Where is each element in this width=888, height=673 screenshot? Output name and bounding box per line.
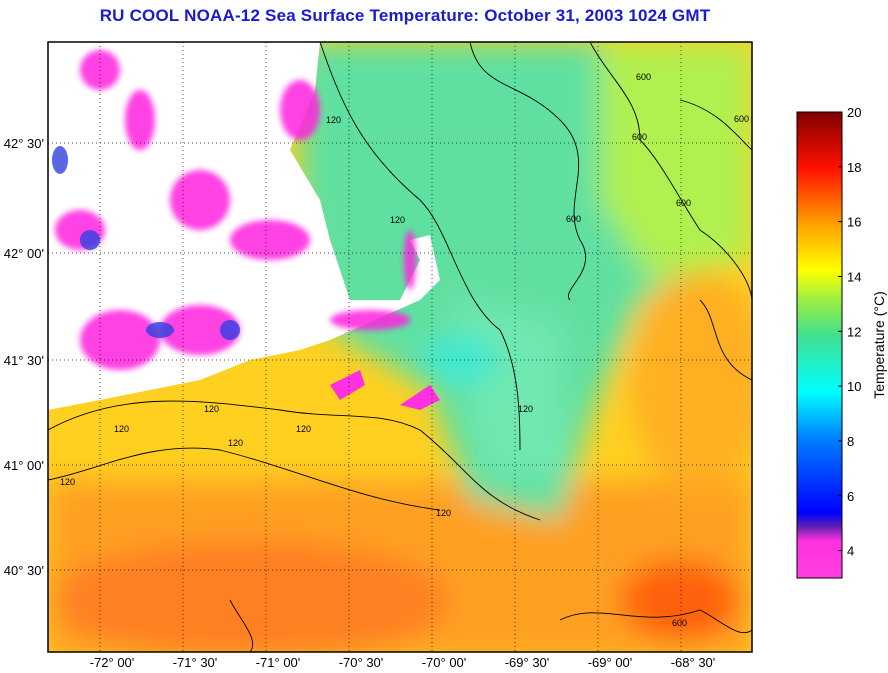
colorbar: 20 18 16 14 12 10 8 6 4 Temperature (°C) (796, 105, 887, 579)
latitude-axis: 42° 30' 42° 00' 41° 30' 41° 00' 40° 30' (4, 136, 44, 578)
lon-label: -69° 30' (505, 655, 550, 670)
colorbar-tick-label: 4 (847, 544, 854, 559)
svg-text:120: 120 (296, 424, 311, 434)
svg-text:600: 600 (566, 214, 581, 224)
colorbar-scale (796, 111, 843, 579)
colorbar-tick-label: 14 (847, 269, 861, 284)
svg-text:120: 120 (60, 477, 75, 487)
svg-text:120: 120 (436, 508, 451, 518)
bathymetry-contours (48, 42, 752, 652)
map-frame (47, 41, 753, 653)
colorbar-tick-label: 8 (847, 434, 854, 449)
svg-text:600: 600 (734, 114, 749, 124)
svg-text:600: 600 (636, 72, 651, 82)
svg-text:600: 600 (672, 618, 687, 628)
graticule (48, 42, 752, 652)
lat-label: 41° 00' (4, 458, 44, 473)
colorbar-tick-label: 18 (847, 160, 861, 175)
svg-text:120: 120 (114, 424, 129, 434)
svg-text:600: 600 (676, 198, 691, 208)
svg-text:120: 120 (228, 438, 243, 448)
contour-labels: 120 120 120 120 120 120 120 120 120 600 … (60, 72, 749, 628)
longitude-axis: -72° 00' -71° 30' -71° 00' -70° 30' -70°… (90, 655, 716, 670)
colorbar-tick-label: 20 (847, 105, 861, 120)
lat-label: 41° 30' (4, 353, 44, 368)
lon-label: -71° 00' (256, 655, 301, 670)
svg-text:120: 120 (204, 404, 219, 414)
colorbar-tick-label: 6 (847, 489, 854, 504)
svg-text:120: 120 (326, 115, 341, 125)
lon-label: -68° 30' (671, 655, 716, 670)
svg-text:120: 120 (518, 404, 533, 414)
lon-label: -69° 00' (588, 655, 633, 670)
colorbar-tick-label: 10 (847, 379, 861, 394)
colorbar-label: Temperature (°C) (871, 291, 887, 399)
lon-label: -70° 30' (339, 655, 384, 670)
lon-label: -71° 30' (173, 655, 218, 670)
lon-label: -72° 00' (90, 655, 135, 670)
sst-field: 120 120 120 120 120 120 120 120 120 600 … (48, 42, 752, 652)
colorbar-tick-label: 12 (847, 324, 861, 339)
lat-label: 42° 00' (4, 246, 44, 261)
lon-label: -70° 00' (422, 655, 467, 670)
lat-label: 40° 30' (4, 563, 44, 578)
svg-text:600: 600 (632, 132, 647, 142)
lat-label: 42° 30' (4, 136, 44, 151)
svg-text:120: 120 (390, 215, 405, 225)
map-title: RU COOL NOAA-12 Sea Surface Temperature:… (99, 6, 711, 25)
colorbar-tick-label: 16 (847, 215, 861, 230)
